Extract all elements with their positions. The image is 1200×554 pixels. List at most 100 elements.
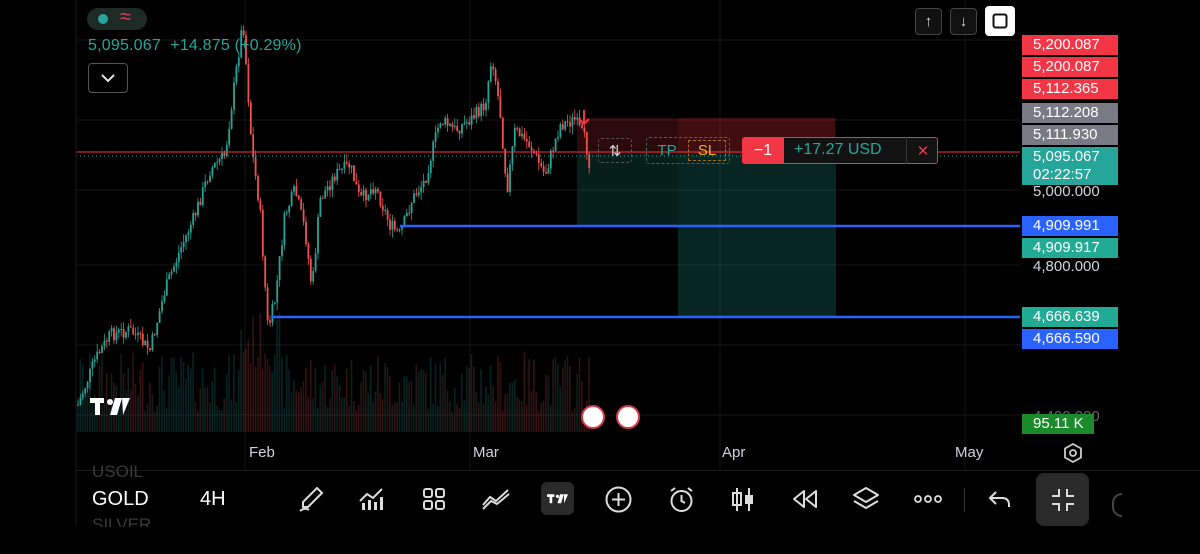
symbol-selector[interactable]: GOLD: [92, 488, 149, 510]
close-position-button[interactable]: ✕: [906, 137, 939, 164]
candle-body: [173, 266, 175, 272]
candle-body: [537, 153, 540, 163]
take-profit-button[interactable]: TP: [657, 142, 677, 159]
candle-body: [117, 329, 120, 333]
volume-bar: [444, 357, 446, 432]
reverse-position-button[interactable]: ⇅: [598, 138, 632, 163]
volume-bar: [365, 372, 367, 432]
volume-bars: [77, 312, 590, 432]
stop-loss-button[interactable]: SL: [688, 140, 726, 161]
volume-bar: [105, 372, 108, 432]
tradingview-menu-button[interactable]: [541, 482, 574, 515]
volume-bar: [249, 363, 252, 432]
candle-body: [317, 216, 319, 254]
volume-bar: [117, 404, 120, 432]
market-status-pill[interactable]: [87, 8, 147, 30]
candle-body: [273, 302, 276, 305]
candle-body: [120, 328, 123, 330]
tv-logo-icon: [546, 493, 568, 503]
candle-body: [405, 212, 408, 217]
scroll-up-button[interactable]: ↑: [915, 8, 942, 35]
volume-bar: [381, 399, 384, 432]
wave-icon: ≈: [120, 6, 131, 28]
us-flag-icon[interactable]: [581, 405, 605, 429]
volume-bar: [305, 367, 307, 432]
volume-bar: [297, 392, 300, 432]
volume-bar: [221, 410, 223, 432]
position-quantity[interactable]: −1: [742, 137, 784, 164]
candle-body: [201, 187, 204, 206]
volume-bar: [581, 381, 583, 432]
volume-bar: [456, 403, 458, 432]
exit-fullscreen-button[interactable]: [1036, 473, 1089, 526]
candle-body: [410, 203, 413, 213]
volume-bar: [235, 402, 238, 432]
volume-bar: [129, 390, 132, 432]
volume-bar: [389, 376, 391, 432]
candle-body: [386, 210, 389, 220]
volume-bar: [199, 388, 202, 432]
volume-bar: [307, 396, 310, 432]
volume-bar: [93, 395, 96, 432]
chart-settings-button[interactable]: [1062, 442, 1084, 469]
volume-bar: [405, 375, 408, 432]
time-tick: May: [955, 444, 984, 461]
fullscreen-button[interactable]: [985, 6, 1015, 36]
volume-bar: [254, 366, 257, 432]
candle-body: [221, 152, 223, 160]
price-label: 4,666.590: [1022, 329, 1118, 349]
add-button[interactable]: [604, 485, 633, 514]
symbol-next[interactable]: SILVER: [92, 515, 152, 527]
symbol-prev[interactable]: USOIL: [92, 462, 144, 481]
volume-bar: [273, 353, 276, 432]
candle-body: [511, 146, 514, 165]
chart-type-button[interactable]: [730, 485, 756, 514]
alarm-clock-icon: [670, 487, 693, 512]
replay-button[interactable]: [791, 487, 819, 511]
take-profit-zone: [678, 153, 836, 316]
volume-bar: [420, 368, 422, 432]
price-tick: 5,000.000: [1033, 183, 1100, 200]
candle-body: [489, 66, 492, 82]
volume-bar: [453, 387, 456, 432]
price-change: +14.875: [170, 37, 230, 54]
layouts-button[interactable]: [420, 485, 448, 513]
price-label: 4,666.639: [1022, 307, 1118, 327]
compare-button[interactable]: [481, 485, 511, 513]
candle-body: [564, 121, 567, 130]
candle-body: [129, 326, 132, 328]
candle-body: [122, 328, 125, 338]
alerts-button[interactable]: [667, 485, 696, 514]
objects-tree-button[interactable]: [851, 485, 881, 514]
candle-body: [182, 242, 185, 248]
candle-body: [523, 133, 526, 140]
volume-bar: [163, 390, 166, 432]
candle-body: [341, 168, 343, 170]
us-flag-icon[interactable]: [616, 405, 640, 429]
interval-selector[interactable]: 4H: [200, 488, 226, 510]
volume-bar: [427, 408, 430, 432]
volume-bar: [333, 364, 336, 432]
indicators-button[interactable]: [357, 485, 385, 513]
volume-bar: [477, 402, 480, 432]
volume-bar: [463, 400, 466, 432]
volume-bar: [77, 397, 79, 432]
candle-body: [149, 348, 151, 350]
legend-toggle-button[interactable]: [88, 63, 128, 93]
drawing-tools-button[interactable]: [297, 485, 325, 513]
volume-bar: [494, 401, 497, 432]
more-button[interactable]: [913, 493, 943, 505]
undo-button[interactable]: [987, 487, 1013, 511]
price-label: 5,112.365: [1022, 79, 1118, 99]
candle-body: [297, 195, 300, 200]
candle-body: [501, 117, 504, 149]
volume-bar: [341, 397, 343, 432]
candle-body: [257, 176, 259, 201]
candle-body: [153, 334, 156, 336]
volume-bar: [564, 360, 566, 432]
volume-bar: [264, 353, 266, 432]
volume-bar: [374, 391, 377, 432]
scroll-down-button[interactable]: ↓: [950, 8, 977, 35]
candle-body: [420, 186, 423, 193]
